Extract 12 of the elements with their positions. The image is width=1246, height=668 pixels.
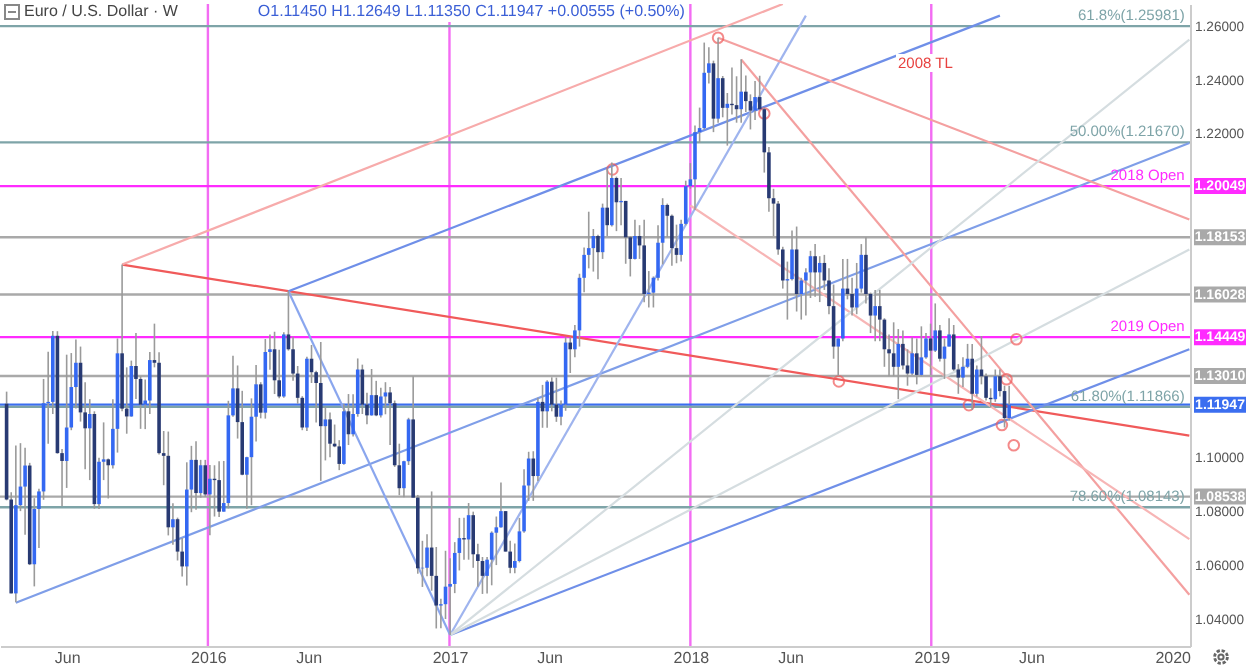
x-tick-label: Jun (537, 649, 564, 667)
x-tick-label: 2017 (432, 649, 470, 667)
x-tick-label: Jun (1019, 649, 1045, 667)
x-tick-label: Jun (778, 649, 804, 667)
chart-subtitle: O1.11450 H1.12649 L1.11350 C1.11947 +0.00555 (+0.50%) (257, 0, 685, 22)
x-tick-label: 2016 (191, 649, 228, 667)
x-tick-label: Jun (296, 649, 323, 667)
x-tick-label: 2019 (914, 649, 952, 667)
chart-title: Euro / U.S. Dollar · W (24, 0, 178, 22)
x-tick-label: 2018 (673, 649, 711, 667)
x-tick-label: Jun (54, 649, 81, 667)
x-tick-label: 2020 (1155, 649, 1193, 667)
